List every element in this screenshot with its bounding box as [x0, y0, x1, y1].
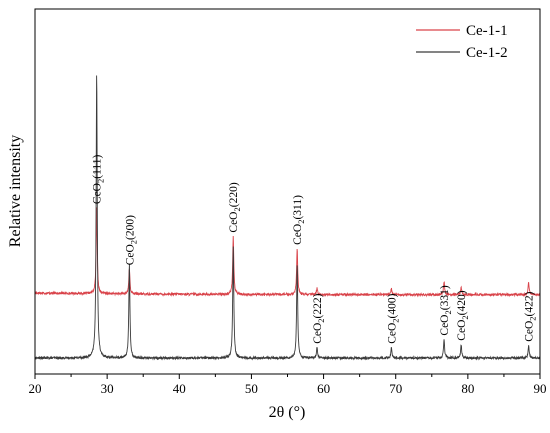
peak-label: CeO2(422): [524, 291, 538, 341]
x-tick-label: 30: [101, 381, 114, 396]
peak-label: CeO2(420): [456, 290, 470, 340]
x-tick-label: 50: [245, 381, 258, 396]
peak-label: CeO2(111): [92, 155, 106, 205]
x-tick-label: 90: [534, 381, 547, 396]
x-tick-label: 40: [173, 381, 186, 396]
series-line-ce-1-2: [35, 75, 540, 361]
legend-label-ce-1-1: Ce-1-1: [466, 23, 508, 39]
y-axis-title: Relative intensity: [7, 135, 24, 247]
x-tick-label: 20: [29, 381, 42, 396]
peak-label: CeO2(222): [312, 293, 326, 343]
peak-label: CeO2(220): [228, 182, 242, 232]
series-line-ce-1-1: [35, 207, 540, 298]
x-tick-label: 60: [317, 381, 330, 396]
x-tick-label: 70: [389, 381, 402, 396]
peak-label: CeO2(200): [124, 215, 138, 265]
x-tick-label: 80: [461, 381, 474, 396]
peak-label: CeO2(400): [386, 293, 400, 343]
peak-label: CeO2(311): [292, 195, 306, 245]
legend-label-ce-1-2: Ce-1-2: [466, 45, 508, 61]
legend: Ce-1-1 Ce-1-2: [416, 23, 508, 61]
x-axis-title: 2θ (°): [269, 404, 306, 421]
peak-label: CeO2(331): [439, 285, 453, 335]
